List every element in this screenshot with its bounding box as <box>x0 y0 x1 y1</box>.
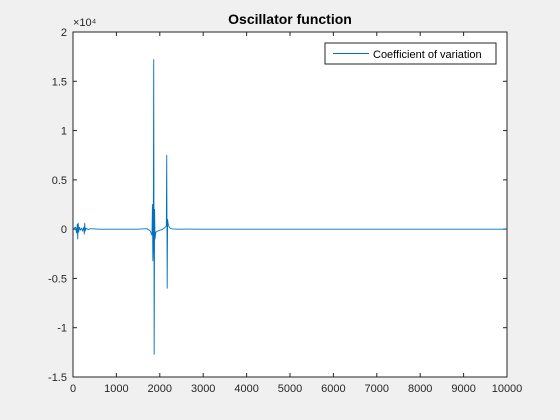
y-tick-label: -1.5 <box>48 372 67 384</box>
legend: Coefficient of variation <box>324 42 497 65</box>
legend-box <box>324 42 497 65</box>
x-tick-label: 6000 <box>321 383 345 395</box>
legend-label: Coefficient of variation <box>373 49 482 61</box>
x-tick-label: 10000 <box>492 383 523 395</box>
x-tick-label: 1000 <box>104 383 128 395</box>
y-exponent-label: ×10⁴ <box>73 17 97 29</box>
chart-title: Oscillator function <box>228 11 352 27</box>
series-layer <box>72 59 507 355</box>
x-tick-label: 7000 <box>365 383 389 395</box>
series-line <box>72 59 507 355</box>
y-tick-label: 1.5 <box>52 76 67 88</box>
y-tick-label: 2 <box>61 27 67 39</box>
x-axis: 0 1000 2000 3000 4000 5000 6000 7000 8000 9000 100… <box>70 32 522 395</box>
y-tick-label: -1 <box>57 323 67 335</box>
plot-area <box>72 31 508 378</box>
x-tick-label: 0 <box>70 383 76 395</box>
y-tick-label: 0.5 <box>52 175 67 187</box>
y-tick-label: 0 <box>61 224 67 236</box>
y-axis: -1.5 -1 -0.5 0 0.5 1 1.5 2 <box>48 27 507 384</box>
x-tick-label: 9000 <box>451 383 475 395</box>
x-tick-label: 3000 <box>191 383 215 395</box>
x-tick-label: 2000 <box>148 383 172 395</box>
x-tick-label: 5000 <box>278 383 302 395</box>
x-tick-label: 8000 <box>408 383 432 395</box>
y-tick-label: 1 <box>61 126 67 138</box>
y-tick-label: -0.5 <box>48 273 67 285</box>
x-tick-label: 4000 <box>234 383 258 395</box>
